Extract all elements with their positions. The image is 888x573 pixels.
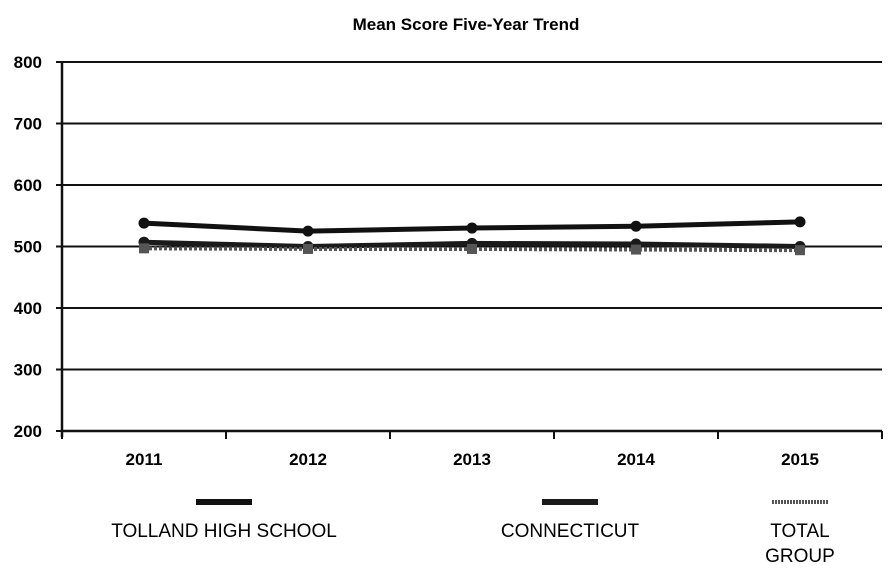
series-2: [139, 243, 805, 256]
data-point: [303, 243, 313, 254]
y-tick-label: 600: [14, 176, 42, 195]
y-tick-label: 200: [14, 422, 42, 441]
data-point: [139, 243, 149, 254]
legend-label: CONNECTICUT: [501, 521, 640, 542]
x-axis-ticks: 2011 2012 2013 2014 2015: [61, 431, 883, 469]
data-point: [631, 244, 641, 255]
data-point: [302, 225, 314, 237]
y-tick-label: 800: [14, 53, 42, 72]
data-point: [795, 245, 805, 256]
x-tick-label: 2014: [617, 450, 655, 469]
series-line: [143, 246, 801, 253]
data-point: [466, 222, 478, 234]
series-0: [138, 216, 806, 237]
x-tick-label: 2012: [289, 450, 327, 469]
y-tick-label: 700: [14, 115, 42, 134]
data-point: [794, 216, 806, 228]
x-tick-label: 2011: [126, 450, 163, 469]
series-lines: [138, 216, 806, 256]
y-tick-label: 500: [14, 238, 42, 257]
chart-title: Mean Score Five-Year Trend: [353, 15, 580, 34]
data-point: [138, 217, 150, 229]
y-tick-label: 300: [14, 361, 42, 380]
legend-label: TOLLAND HIGH SCHOOL: [111, 521, 337, 542]
x-tick-label: 2015: [781, 450, 819, 469]
legend-label: TOTAL: [770, 521, 829, 542]
y-axis-ticks: 800 700 600 500 400 300 200: [14, 53, 62, 441]
y-tick-label: 400: [14, 299, 42, 318]
data-point: [467, 243, 477, 254]
legend-label-line2: GROUP: [765, 546, 835, 567]
legend: TOLLAND HIGH SCHOOL CONNECTICUT TOTAL GROUP: [111, 499, 835, 567]
data-point: [630, 220, 642, 232]
x-tick-label: 2013: [453, 450, 491, 469]
